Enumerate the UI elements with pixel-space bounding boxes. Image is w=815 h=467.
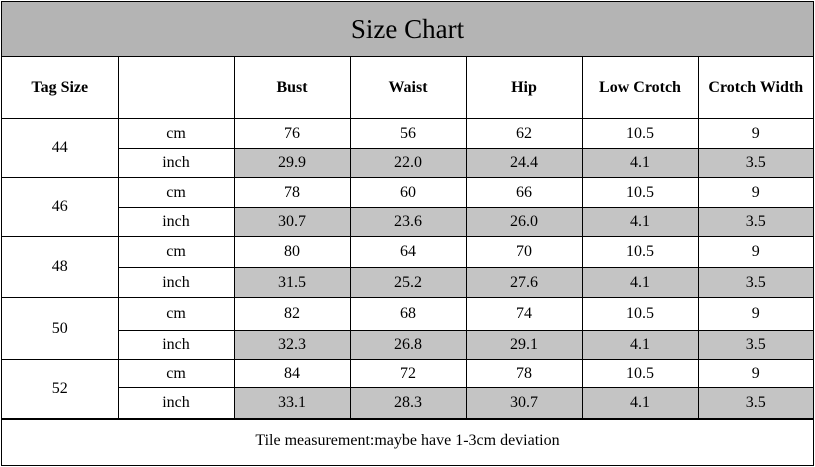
value-cell-cm: 9 bbox=[697, 359, 813, 388]
value-cell-inch: 26.8 bbox=[349, 330, 467, 360]
value-cell-inch: 29.9 bbox=[233, 148, 351, 178]
footer-note: Tile measurement:maybe have 1-3cm deviat… bbox=[2, 419, 813, 461]
value-cell-inch: 30.7 bbox=[233, 207, 351, 237]
unit-cell-inch: inch bbox=[118, 330, 235, 360]
value-cell-cm: 10.5 bbox=[581, 118, 699, 149]
value-cell-cm: 70 bbox=[465, 236, 583, 268]
unit-cell-cm: cm bbox=[117, 359, 235, 388]
table-row: inch 29.9 22.0 24.4 4.1 3.5 bbox=[2, 148, 813, 178]
table-row: 48 cm 80 64 70 10.5 9 bbox=[2, 236, 813, 298]
value-cell-cm: 74 bbox=[465, 297, 583, 331]
unit-cell-cm: cm bbox=[117, 236, 235, 268]
value-cell-cm: 78 bbox=[465, 359, 583, 388]
unit-cell-cm: cm bbox=[117, 118, 235, 149]
unit-cell-cm: cm bbox=[117, 297, 235, 331]
header-low-crotch: Low Crotch bbox=[581, 57, 699, 119]
value-cell-inch: 3.5 bbox=[697, 148, 813, 178]
tag-size-cell: 46 bbox=[2, 177, 119, 237]
header-crotch-width: Crotch Width bbox=[697, 57, 813, 119]
value-cell-inch: 3.5 bbox=[697, 387, 813, 419]
value-cell-inch: 30.7 bbox=[465, 387, 583, 419]
table-row: inch 32.3 26.8 29.1 4.1 3.5 bbox=[2, 330, 813, 360]
value-cell-inch: 25.2 bbox=[349, 267, 467, 298]
chart-title: Size Chart bbox=[2, 2, 813, 57]
tag-size-cell: 48 bbox=[2, 236, 119, 298]
value-cell-inch: 26.0 bbox=[465, 207, 583, 237]
value-cell-cm: 72 bbox=[349, 359, 467, 388]
tag-size-cell: 52 bbox=[2, 359, 119, 419]
value-cell-cm: 76 bbox=[233, 118, 351, 149]
value-cell-inch: 24.4 bbox=[465, 148, 583, 178]
value-cell-cm: 10.5 bbox=[581, 297, 699, 331]
header-row: Tag Size Bust Waist Hip Low Crotch Crotc… bbox=[2, 57, 813, 119]
value-cell-cm: 10.5 bbox=[581, 236, 699, 268]
value-cell-cm: 10.5 bbox=[581, 359, 699, 388]
tag-size-cell: 50 bbox=[2, 297, 119, 360]
value-cell-inch: 33.1 bbox=[233, 387, 351, 419]
table-row: 44 cm 76 56 62 10.5 9 bbox=[2, 118, 813, 178]
value-cell-inch: 3.5 bbox=[697, 330, 813, 360]
value-cell-inch: 4.1 bbox=[581, 330, 699, 360]
unit-cell-inch: inch bbox=[118, 387, 235, 419]
value-cell-inch: 23.6 bbox=[349, 207, 467, 237]
unit-cell-inch: inch bbox=[118, 148, 235, 178]
value-cell-inch: 22.0 bbox=[349, 148, 467, 178]
value-cell-cm: 78 bbox=[233, 177, 351, 208]
unit-cell-inch: inch bbox=[118, 267, 235, 298]
header-tag-size: Tag Size bbox=[2, 57, 119, 119]
value-cell-cm: 68 bbox=[349, 297, 467, 331]
value-cell-inch: 4.1 bbox=[581, 207, 699, 237]
value-cell-inch: 32.3 bbox=[233, 330, 351, 360]
value-cell-inch: 29.1 bbox=[465, 330, 583, 360]
value-cell-cm: 9 bbox=[697, 236, 813, 268]
value-cell-cm: 80 bbox=[233, 236, 351, 268]
header-waist: Waist bbox=[349, 57, 467, 119]
value-cell-cm: 82 bbox=[233, 297, 351, 331]
header-bust: Bust bbox=[233, 57, 351, 119]
table-row: inch 31.5 25.2 27.6 4.1 3.5 bbox=[2, 267, 813, 298]
value-cell-inch: 27.6 bbox=[465, 267, 583, 298]
value-cell-cm: 9 bbox=[697, 297, 813, 331]
value-cell-inch: 4.1 bbox=[581, 387, 699, 419]
value-cell-inch: 31.5 bbox=[233, 267, 351, 298]
value-cell-cm: 10.5 bbox=[581, 177, 699, 208]
header-unit bbox=[117, 57, 235, 119]
value-cell-cm: 84 bbox=[233, 359, 351, 388]
tag-size-cell: 44 bbox=[2, 118, 119, 178]
value-cell-cm: 56 bbox=[349, 118, 467, 149]
unit-cell-inch: inch bbox=[118, 207, 235, 237]
value-cell-cm: 60 bbox=[349, 177, 467, 208]
value-cell-inch: 4.1 bbox=[581, 267, 699, 298]
table-row: 46 cm 78 60 66 10.5 9 bbox=[2, 177, 813, 237]
unit-cell-cm: cm bbox=[117, 177, 235, 208]
table-row: 50 cm 82 68 74 10.5 9 bbox=[2, 297, 813, 360]
value-cell-cm: 64 bbox=[349, 236, 467, 268]
header-hip: Hip bbox=[465, 57, 583, 119]
value-cell-inch: 4.1 bbox=[581, 148, 699, 178]
value-cell-cm: 66 bbox=[465, 177, 583, 208]
value-cell-inch: 3.5 bbox=[697, 267, 813, 298]
value-cell-cm: 9 bbox=[697, 118, 813, 149]
value-cell-cm: 9 bbox=[697, 177, 813, 208]
value-cell-inch: 28.3 bbox=[349, 387, 467, 419]
value-cell-cm: 62 bbox=[465, 118, 583, 149]
table-row: inch 33.1 28.3 30.7 4.1 3.5 bbox=[2, 387, 813, 419]
table-row: 52 cm 84 72 78 10.5 9 bbox=[2, 359, 813, 419]
table-row: inch 30.7 23.6 26.0 4.1 3.5 bbox=[2, 207, 813, 237]
size-table: Tag Size Bust Waist Hip Low Crotch Crotc… bbox=[2, 57, 813, 419]
value-cell-inch: 3.5 bbox=[697, 207, 813, 237]
